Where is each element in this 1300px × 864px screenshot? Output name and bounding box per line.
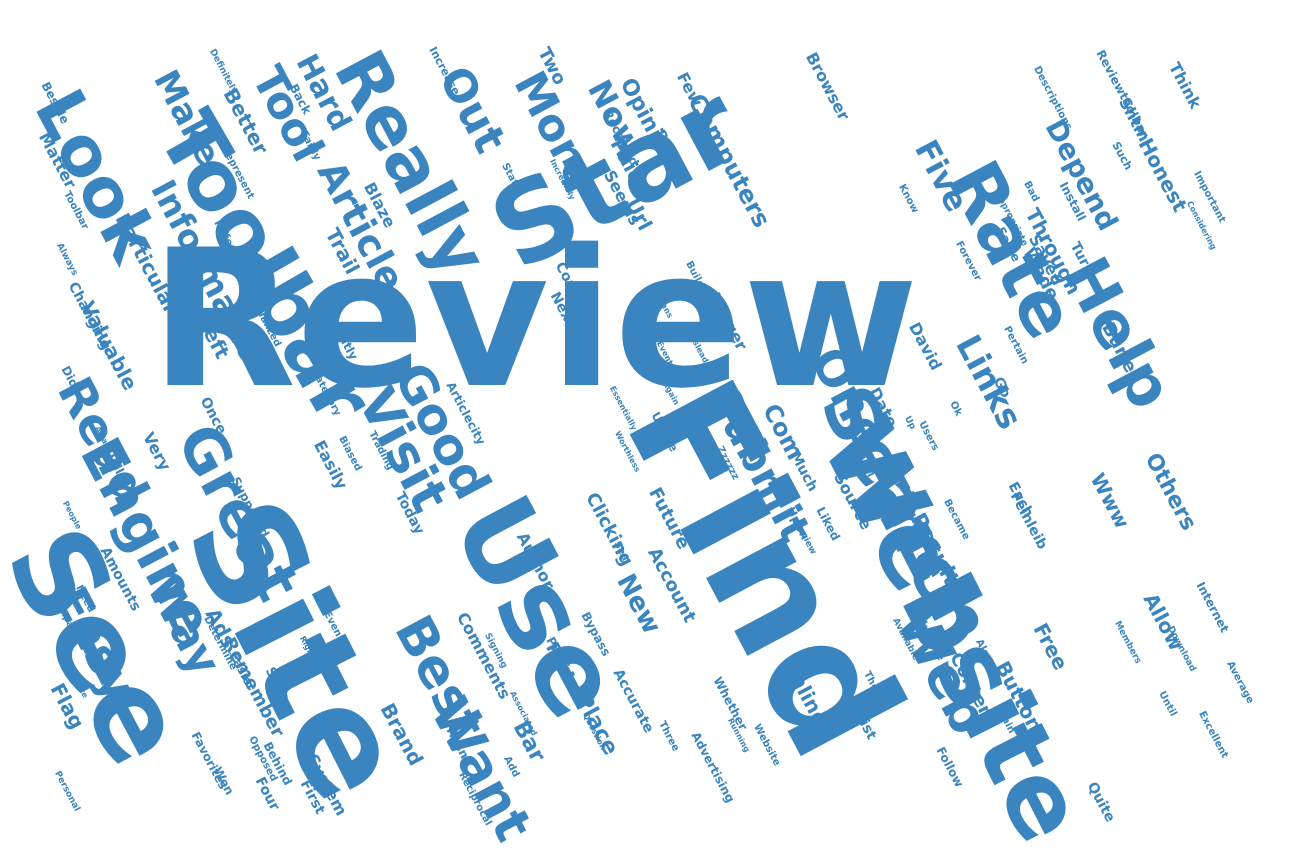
- cloud-word: Excellent: [1196, 709, 1231, 761]
- cloud-word: Such: [1109, 139, 1136, 173]
- cloud-word: Www: [1085, 469, 1135, 533]
- cloud-word: Personal: [52, 769, 82, 814]
- cloud-word: Ok: [947, 399, 964, 419]
- cloud-word: Reviewtoolbar: [1093, 47, 1152, 141]
- cloud-word: Average: [1224, 659, 1256, 706]
- cloud-word: Always: [54, 241, 80, 278]
- cloud-word: Favorites: [188, 729, 231, 792]
- cloud-word: Review: [150, 209, 919, 430]
- cloud-word: Advertising: [688, 729, 738, 805]
- cloud-word: Three: [656, 719, 682, 754]
- cloud-word: Honest: [1133, 134, 1193, 216]
- cloud-word: Think: [1164, 59, 1206, 112]
- cloud-word: Until: [1156, 689, 1179, 719]
- cloud-word: Internet: [1193, 579, 1232, 635]
- cloud-word: Browser: [801, 49, 854, 124]
- cloud-word: Members: [1112, 619, 1143, 666]
- cloud-word: Others: [1139, 449, 1202, 535]
- cloud-word: Definitely: [207, 47, 239, 96]
